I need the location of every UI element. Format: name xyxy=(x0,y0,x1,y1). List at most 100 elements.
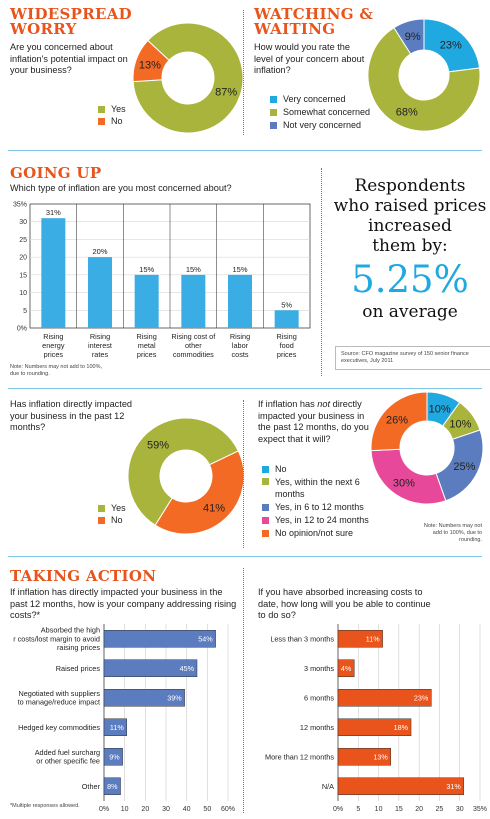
legend-item: Somewhat concerned xyxy=(270,106,370,118)
pie-slice xyxy=(393,18,425,55)
legend-swatch xyxy=(98,504,105,512)
bar xyxy=(103,718,127,736)
going-up-title: GOING UP xyxy=(10,164,102,182)
x-tick-label: 0% xyxy=(99,806,109,813)
legend-swatch xyxy=(270,108,277,116)
pie-slice xyxy=(132,22,244,134)
x-tick-label: Rising cost of other commodities xyxy=(171,332,216,359)
bar xyxy=(181,274,206,328)
x-tick-label: 10 xyxy=(375,806,383,813)
y-tick-label: 20 xyxy=(19,255,27,262)
legend-item: No xyxy=(98,514,126,526)
category-label: More than 12 months xyxy=(265,752,334,761)
category-label: 12 months xyxy=(300,723,334,732)
bar xyxy=(88,257,112,328)
y-tick-label: 0% xyxy=(17,326,27,333)
legend-item: Yes, in 12 to 24 months xyxy=(262,514,392,526)
legend-swatch xyxy=(262,516,269,524)
waiting-donut: 23% 68% 9% xyxy=(367,18,481,132)
y-tick-label: 15 xyxy=(19,272,27,279)
bar xyxy=(337,777,465,795)
callout-value: 5.25% xyxy=(351,258,469,301)
x-tick-label: Rising energy prices xyxy=(42,332,65,359)
x-tick-label: 15 xyxy=(395,806,403,813)
bar-value-label: 9% xyxy=(109,753,120,762)
legend-item: Yes xyxy=(98,103,126,115)
legend-item: Yes xyxy=(98,502,126,514)
bar-value-label: 31% xyxy=(46,208,61,217)
pie-slice xyxy=(154,450,245,535)
bar xyxy=(337,659,355,677)
legend-swatch xyxy=(270,95,277,103)
legend-item: No opinion/not sure xyxy=(262,527,392,539)
slice-label: 26% xyxy=(386,414,408,426)
slice-label: 87% xyxy=(215,87,237,99)
x-tick-label: 5 xyxy=(356,806,360,813)
bar-value-label: 4% xyxy=(341,664,352,673)
section-rule xyxy=(8,150,482,151)
bar xyxy=(103,630,216,648)
category-label: Added fuel surcharg or other specific fe… xyxy=(34,748,100,766)
bar-value-label: 11% xyxy=(110,723,124,732)
bar-value-label: 54% xyxy=(198,635,213,644)
bar xyxy=(337,718,412,736)
x-tick-label: 60% xyxy=(221,806,235,813)
waiting-legend: Very concerned Somewhat concerned Not ve… xyxy=(270,93,370,131)
bar-value-label: 15% xyxy=(139,265,154,274)
bar xyxy=(337,748,391,766)
bar xyxy=(103,777,121,795)
legend-swatch xyxy=(98,516,105,524)
x-tick-label: Rising food prices xyxy=(277,332,297,359)
slice-label: 59% xyxy=(147,440,169,452)
slice-label: 10% xyxy=(429,403,451,415)
callout-line: increased xyxy=(368,216,452,236)
legend-swatch xyxy=(98,105,105,113)
category-label: Negotiated with suppliers to manage/reduc… xyxy=(18,689,101,707)
x-tick-label: 10 xyxy=(121,806,129,813)
bar xyxy=(337,689,432,707)
category-label: Less than 3 months xyxy=(270,634,334,643)
bar-value-label: 8% xyxy=(107,782,118,791)
callout-line: them by: xyxy=(372,236,448,256)
slice-label: 13% xyxy=(139,59,161,71)
bar-value-label: 5% xyxy=(281,300,292,309)
section-rule xyxy=(8,388,482,389)
bar xyxy=(228,274,252,328)
legend-item: Yes, within the next 6 months xyxy=(262,476,392,500)
x-tick-label: 20 xyxy=(415,806,423,813)
pie-slice xyxy=(132,39,170,83)
bar xyxy=(337,630,383,648)
x-tick-label: 50 xyxy=(203,806,211,813)
slice-label: 9% xyxy=(405,31,421,43)
action-title: TAKING ACTION xyxy=(10,567,157,585)
bar-value-label: 13% xyxy=(373,753,388,762)
slice-label: 25% xyxy=(453,461,475,473)
slice-label: 30% xyxy=(393,477,415,489)
category-label: Raised prices xyxy=(56,664,101,673)
waiting-title: WATCHING & WAITING xyxy=(254,5,374,38)
bar-value-label: 20% xyxy=(92,247,107,256)
impacted-donut: 59% 41% xyxy=(127,417,245,535)
slice-label: 23% xyxy=(440,40,462,52)
divider xyxy=(243,400,244,548)
pie-slice xyxy=(370,391,428,452)
slice-label: 68% xyxy=(396,107,418,119)
going-up-note: Note: Numbers may not add to 100%, due t… xyxy=(10,364,103,377)
category-label: Absorbed the high r costs/lost margin to … xyxy=(13,626,100,652)
expect-legend: No Yes, within the next 6 months Yes, in… xyxy=(262,463,392,539)
legend-item: Very concerned xyxy=(270,93,370,105)
bar xyxy=(41,218,66,328)
legend-item: No xyxy=(262,463,392,475)
legend-swatch xyxy=(270,121,277,129)
category-label: Hedged key commodities xyxy=(18,723,100,732)
x-tick-label: 25 xyxy=(436,806,444,813)
x-tick-label: 35% xyxy=(473,806,487,813)
action-chart: 0% 10 20 30 40 50 60% 54% Absorbed the high r cos… xyxy=(13,624,235,813)
impacted-question: Has inflation directly impacted your bus… xyxy=(10,399,133,432)
legend-swatch xyxy=(262,529,269,537)
x-tick-label: 20 xyxy=(141,806,149,813)
bar-value-label: 23% xyxy=(414,694,429,703)
slice-label: 10% xyxy=(449,418,471,430)
category-label: N/A xyxy=(322,782,334,791)
y-tick-label: 5 xyxy=(23,308,27,315)
